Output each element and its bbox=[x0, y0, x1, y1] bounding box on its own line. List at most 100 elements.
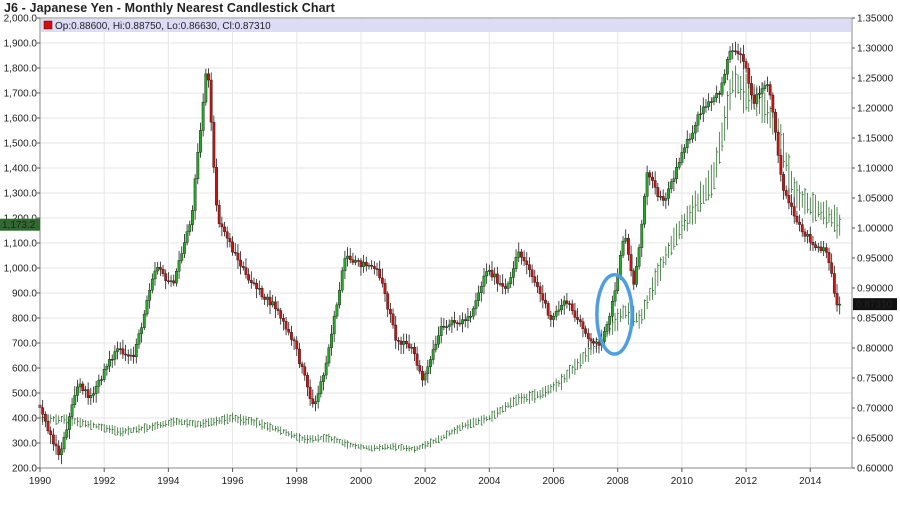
right-axis-label: 0.95000 bbox=[857, 254, 894, 265]
candle-down bbox=[771, 94, 775, 113]
candle-up bbox=[645, 172, 649, 197]
candle-up bbox=[608, 315, 612, 325]
candle-up bbox=[116, 348, 119, 352]
candle-down bbox=[241, 265, 245, 268]
candle-up bbox=[429, 359, 432, 367]
left-axis-label: 1,800.0 bbox=[4, 64, 38, 75]
candle-up bbox=[704, 106, 708, 108]
candle-down bbox=[86, 389, 90, 399]
candle-down bbox=[292, 339, 296, 342]
info-bar: Op:0.88600, Hi:0.88750, Lo:0.86630, Cl:0… bbox=[41, 19, 851, 32]
candle-down bbox=[787, 195, 791, 204]
candle-down bbox=[110, 358, 114, 361]
candle-down bbox=[495, 273, 499, 284]
right-axis-label: 0.75000 bbox=[857, 374, 894, 385]
candle-up bbox=[134, 344, 138, 358]
candle-up bbox=[330, 333, 333, 348]
candle-up bbox=[322, 374, 325, 382]
candle-down bbox=[370, 264, 374, 267]
candle-down bbox=[814, 244, 818, 248]
candle-down bbox=[378, 268, 382, 279]
candle-up bbox=[763, 85, 767, 89]
candle-up bbox=[201, 101, 205, 131]
x-axis-label: 2014 bbox=[799, 476, 822, 487]
candle-down bbox=[263, 296, 267, 300]
candle-down bbox=[520, 251, 523, 258]
candle-up bbox=[688, 138, 692, 141]
candle-down bbox=[541, 293, 545, 301]
candle-up bbox=[554, 311, 558, 317]
candle-up bbox=[169, 280, 173, 282]
left-axis-label: 2,000.0 bbox=[4, 14, 38, 25]
candle-down bbox=[490, 269, 494, 278]
candle-down bbox=[418, 365, 422, 372]
candle-up bbox=[696, 114, 700, 126]
candle-down bbox=[311, 398, 315, 405]
candle-down bbox=[578, 319, 582, 322]
candle-up bbox=[635, 266, 638, 285]
candle-up bbox=[477, 292, 481, 301]
candle-down bbox=[455, 322, 459, 324]
candle-up bbox=[62, 436, 66, 450]
left-axis-label: 1,500.0 bbox=[4, 139, 38, 150]
candle-up bbox=[509, 277, 513, 284]
candle-down bbox=[774, 111, 777, 133]
candle-down bbox=[832, 273, 836, 294]
candle-up bbox=[471, 308, 475, 317]
candle-down bbox=[249, 279, 253, 283]
candle-down bbox=[803, 231, 807, 237]
candle-down bbox=[656, 187, 660, 197]
candle-down bbox=[458, 322, 462, 325]
candle-up bbox=[447, 324, 451, 327]
candle-down bbox=[295, 340, 299, 350]
candle-down bbox=[239, 259, 242, 267]
candle-down bbox=[533, 276, 537, 283]
candle-up bbox=[680, 152, 684, 163]
candle-down bbox=[744, 61, 748, 69]
candle-down bbox=[303, 366, 307, 376]
candle-down bbox=[463, 319, 467, 321]
candle-down bbox=[790, 202, 793, 207]
candle-down bbox=[132, 354, 136, 358]
candle-down bbox=[776, 132, 780, 156]
candle-down bbox=[279, 310, 283, 319]
left-axis-label: 800.0 bbox=[12, 314, 37, 325]
candle-down bbox=[298, 348, 301, 365]
candle-down bbox=[207, 73, 210, 81]
candle-down bbox=[586, 333, 590, 339]
candle-up bbox=[693, 125, 697, 134]
candle-up bbox=[105, 365, 109, 370]
candle-up bbox=[76, 386, 79, 396]
left-axis-label: 500.0 bbox=[12, 389, 37, 400]
candle-up bbox=[610, 300, 614, 317]
candle-up bbox=[108, 358, 111, 367]
candle-down bbox=[281, 318, 285, 322]
candle-down bbox=[498, 283, 502, 285]
candle-up bbox=[193, 178, 197, 211]
candle-up bbox=[148, 290, 152, 301]
right-axis-label: 1.05000 bbox=[857, 194, 894, 205]
left-axis-label: 1,900.0 bbox=[4, 39, 38, 50]
candle-up bbox=[672, 178, 676, 182]
candle-down bbox=[300, 363, 304, 367]
chart-title: J6 - Japanese Yen - Monthly Nearest Cand… bbox=[4, 1, 335, 15]
candle-down bbox=[544, 299, 547, 304]
candle-up bbox=[664, 198, 668, 201]
right-axis-label: 1.00000 bbox=[857, 224, 894, 235]
candle-down bbox=[779, 155, 783, 175]
candle-down bbox=[811, 242, 815, 245]
candle-up bbox=[70, 404, 74, 417]
candle-down bbox=[824, 247, 828, 253]
x-axis-label: 2004 bbox=[478, 476, 501, 487]
candle-down bbox=[768, 84, 772, 96]
candle-up bbox=[712, 97, 716, 103]
candle-up bbox=[479, 286, 483, 293]
candle-down bbox=[648, 172, 652, 178]
candle-up bbox=[142, 313, 146, 328]
left-axis-label: 1,100.0 bbox=[4, 239, 38, 250]
candle-up bbox=[89, 395, 93, 399]
candle-down bbox=[220, 223, 224, 228]
candle-down bbox=[359, 260, 363, 267]
right-axis-label: 0.60000 bbox=[857, 464, 894, 475]
